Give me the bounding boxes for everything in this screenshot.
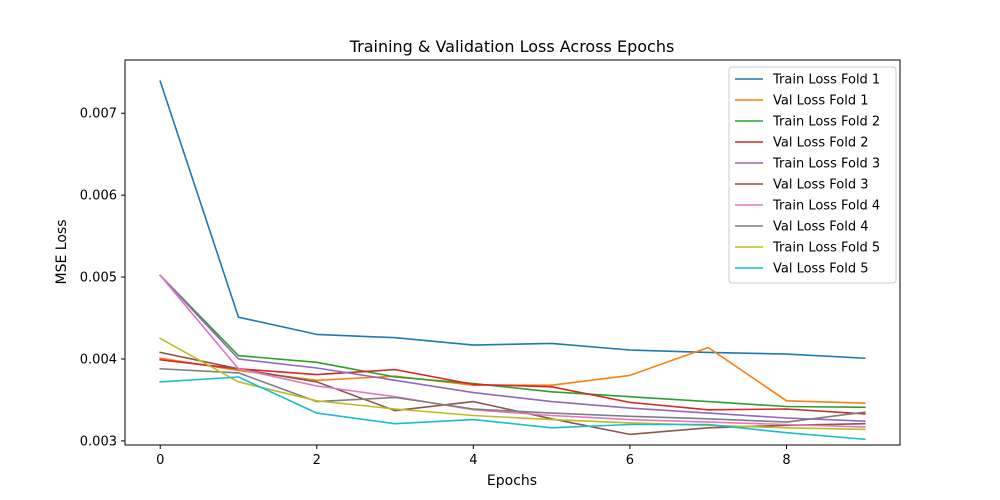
legend-label: Train Loss Fold 1 xyxy=(772,73,880,88)
series-line-7 xyxy=(159,274,866,428)
series-line-4 xyxy=(159,358,866,415)
x-tick-label: 2 xyxy=(313,453,321,468)
series-line-3 xyxy=(159,274,866,409)
y-tick-label: 0.004 xyxy=(80,352,117,367)
y-axis-ticks: 0.003 0.004 0.005 0.006 0.007 xyxy=(80,107,125,449)
y-tick-label: 0.003 xyxy=(80,434,117,449)
legend-label: Val Loss Fold 3 xyxy=(773,178,868,193)
y-axis-label: MSE Loss xyxy=(54,220,70,285)
legend-label: Train Loss Fold 3 xyxy=(772,157,880,172)
series-line-5 xyxy=(159,274,866,423)
legend-label: Val Loss Fold 2 xyxy=(773,136,868,151)
legend-label: Train Loss Fold 4 xyxy=(772,199,880,214)
x-axis-label: Epochs xyxy=(487,473,537,489)
x-tick-label: 6 xyxy=(626,453,634,468)
y-tick-label: 0.005 xyxy=(80,271,117,286)
legend-box xyxy=(728,66,897,284)
legend-label: Train Loss Fold 5 xyxy=(772,241,880,256)
series-line-9 xyxy=(159,337,866,431)
legend: Train Loss Fold 1 Val Loss Fold 1 Train Lo… xyxy=(728,66,897,284)
series-line-8 xyxy=(159,367,866,423)
plot-frame xyxy=(124,59,901,446)
series-line-1 xyxy=(159,80,866,360)
legend-label: Val Loss Fold 5 xyxy=(773,262,868,277)
x-tick-label: 0 xyxy=(156,453,164,468)
y-tick-label: 0.006 xyxy=(80,189,117,204)
legend-label: Val Loss Fold 4 xyxy=(773,220,868,235)
x-tick-label: 4 xyxy=(469,453,477,468)
x-tick-label: 8 xyxy=(782,453,790,468)
series-line-10 xyxy=(159,376,866,441)
legend-label: Train Loss Fold 2 xyxy=(772,115,880,130)
x-axis-ticks: 0 2 4 6 8 xyxy=(156,445,791,468)
chart-title: Training & Validation Loss Across Epochs xyxy=(349,37,675,56)
series-line-6 xyxy=(159,351,866,436)
legend-label: Val Loss Fold 1 xyxy=(773,94,868,109)
y-tick-label: 0.007 xyxy=(80,107,117,122)
plot-lines xyxy=(159,80,866,441)
